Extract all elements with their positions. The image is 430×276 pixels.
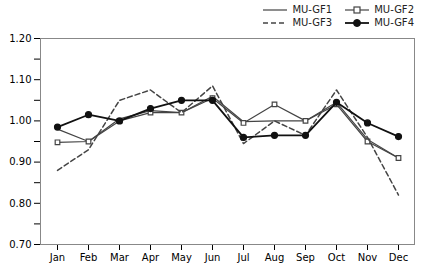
svg-text:1.00: 1.00 (9, 115, 31, 126)
svg-text:1.20: 1.20 (9, 33, 31, 44)
svg-text:0.70: 0.70 (9, 239, 31, 250)
svg-text:Jul: Jul (236, 252, 249, 263)
svg-text:Nov: Nov (358, 252, 378, 263)
svg-text:0.80: 0.80 (9, 198, 31, 209)
svg-text:May: May (171, 252, 192, 263)
svg-text:Aug: Aug (265, 252, 285, 263)
svg-text:Mar: Mar (110, 252, 130, 263)
html-text:MU-GF1: MU-GF1 (292, 4, 333, 15)
svg-text:0.90: 0.90 (9, 156, 31, 167)
html-text:MU-GF3: MU-GF3 (292, 17, 333, 28)
svg-text:Apr: Apr (142, 252, 160, 263)
svg-text:1.10: 1.10 (9, 74, 31, 85)
svg-text:Feb: Feb (80, 252, 98, 263)
svg-text:Sep: Sep (296, 252, 315, 263)
svg-text:Jun: Jun (204, 252, 221, 263)
svg-text:Jan: Jan (49, 252, 65, 263)
svg-text:Dec: Dec (389, 252, 408, 263)
html-text:MU-GF2: MU-GF2 (374, 4, 414, 15)
html-text:MU-GF4: MU-GF4 (374, 17, 414, 28)
svg-text:Oct: Oct (328, 252, 345, 263)
